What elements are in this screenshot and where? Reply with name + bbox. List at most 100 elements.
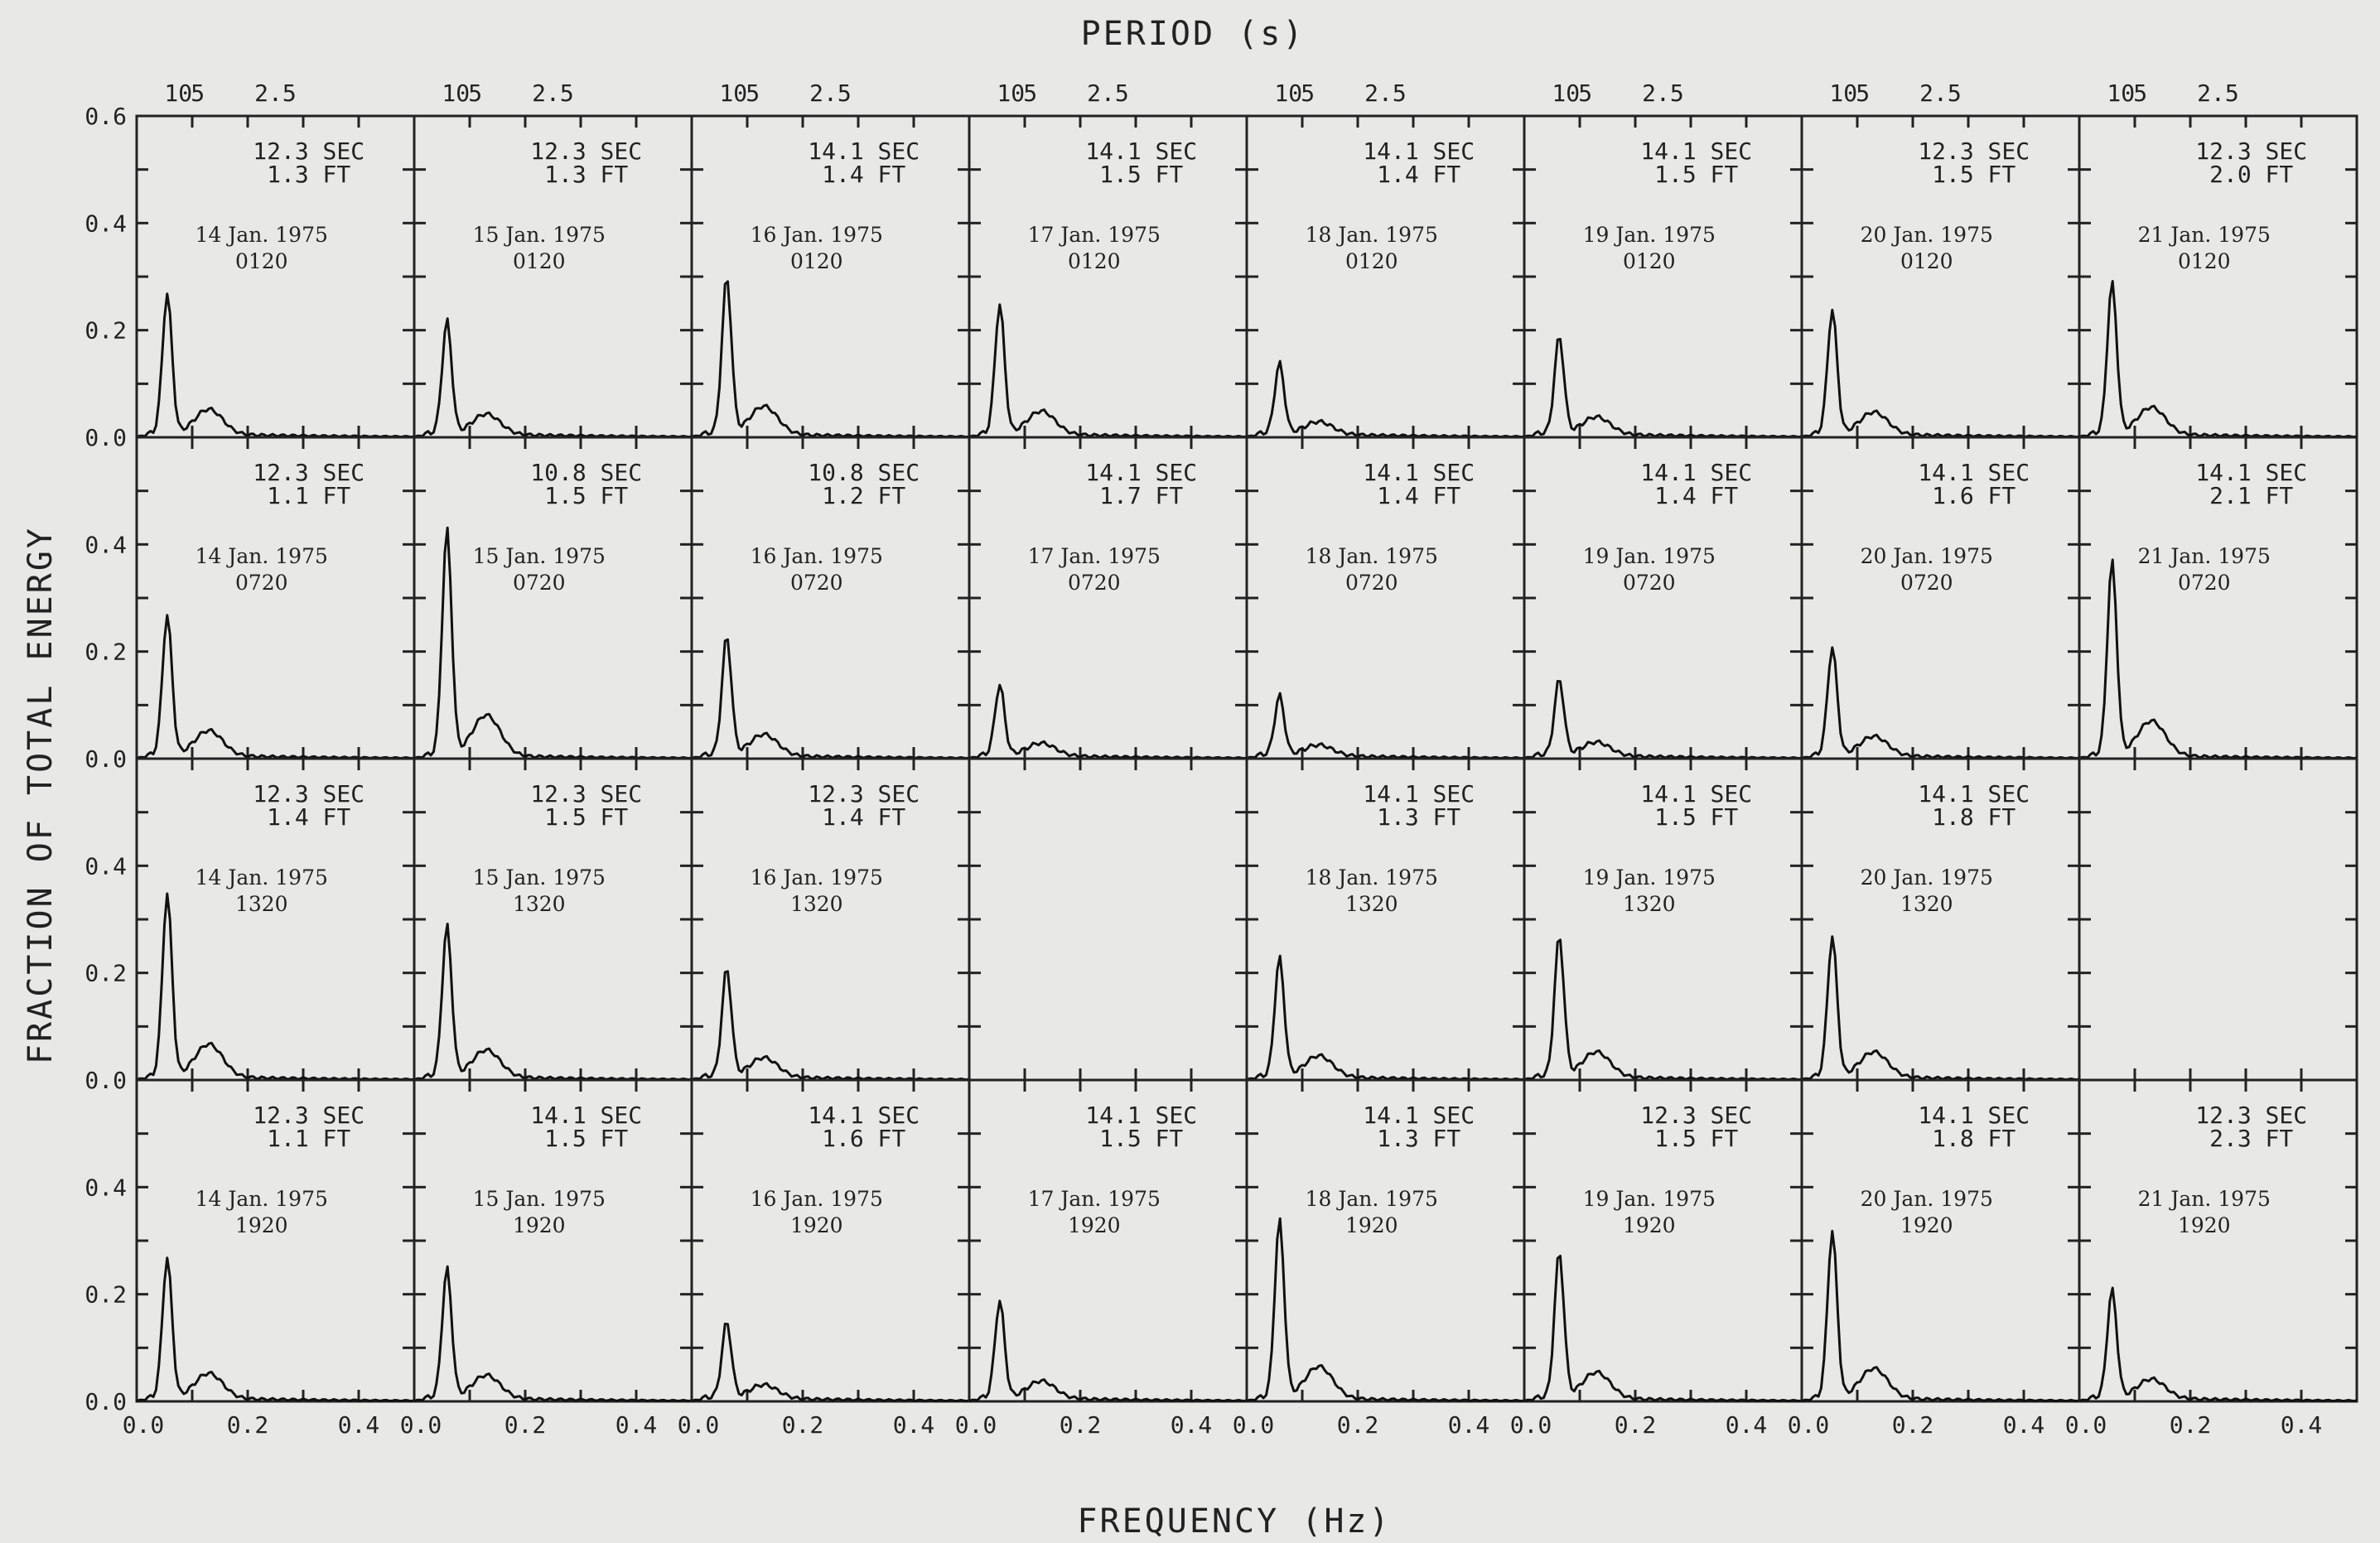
panel-date: 21 Jan. 1975 — [2138, 544, 2271, 568]
panel-time: 0120 — [790, 249, 843, 273]
panel-date: 14 Jan. 1975 — [196, 223, 328, 247]
frequency-tick-label: 0.4 — [2281, 1411, 2323, 1439]
energy-tick-label: 0.6 — [84, 103, 127, 130]
period-tick-label: 2.5 — [809, 80, 852, 107]
frequency-tick-label: 0.4 — [1448, 1411, 1490, 1439]
panel-date: 19 Jan. 1975 — [1583, 544, 1716, 568]
panel-time: 0120 — [1623, 249, 1676, 273]
panel-time: 1320 — [1900, 892, 1953, 916]
panel-wave-height: 1.5 FT — [1654, 161, 1738, 188]
panel-wave-height: 2.3 FT — [2209, 1125, 2293, 1152]
panel-date: 21 Jan. 1975 — [2138, 223, 2271, 247]
panel-time: 0720 — [1345, 571, 1398, 595]
panel-date: 18 Jan. 1975 — [1306, 544, 1438, 568]
panel-time: 1920 — [1623, 1213, 1676, 1237]
frequency-tick-label: 0.2 — [1060, 1411, 1102, 1439]
period-tick-label: 10 — [1552, 80, 1580, 107]
period-tick-label: 5 — [746, 80, 760, 107]
energy-tick-label: 0.0 — [84, 1388, 127, 1415]
spectrum-line — [1246, 692, 1525, 760]
spectrum-line — [2078, 1286, 2358, 1403]
panel-time: 1920 — [1345, 1213, 1398, 1237]
spectrum-line — [413, 317, 693, 439]
panel-frame — [968, 757, 1248, 1082]
period-tick-label: 5 — [468, 80, 482, 107]
period-tick-label: 2.5 — [1642, 80, 1684, 107]
panel-peak-period: 14.1 SEC — [1363, 459, 1475, 486]
panel-time: 0120 — [235, 249, 288, 273]
panel-peak-period: 12.3 SEC — [1918, 137, 2030, 165]
axis-labels: 105 2.5 105 2.5 105 2.5 105 2.5 105 2.5 105 2.5 105 2… — [84, 80, 2322, 1439]
panel-time: 0720 — [1900, 571, 1953, 595]
spectrum-line — [1246, 359, 1525, 439]
frequency-tick-label: 0.2 — [504, 1411, 547, 1439]
panel-peak-period: 10.8 SEC — [808, 459, 920, 486]
panel-wave-height: 1.7 FT — [1099, 482, 1183, 509]
spectrum-line — [691, 1323, 970, 1403]
panel-wave-height: 1.3 FT — [544, 161, 628, 188]
panel-date: 15 Jan. 1975 — [473, 544, 606, 568]
panel-peak-period: 14.1 SEC — [1363, 780, 1475, 808]
period-tick-label: 5 — [1578, 80, 1592, 107]
panel-date: 17 Jan. 1975 — [1028, 544, 1161, 568]
spectrum-line — [413, 1265, 693, 1403]
panel-peak-period: 14.1 SEC — [530, 1102, 642, 1129]
panel-wave-height: 1.5 FT — [544, 1125, 628, 1152]
panel-wave-height: 1.6 FT — [1932, 482, 2016, 509]
spectrum-line — [1523, 1255, 1803, 1403]
panel-wave-height: 1.8 FT — [1932, 1125, 2016, 1152]
panel-peak-period: 14.1 SEC — [1085, 137, 1197, 165]
panel-date: 20 Jan. 1975 — [1861, 223, 1993, 247]
frequency-tick-label: 0.0 — [955, 1411, 997, 1439]
energy-axis-title: FRACTION OF TOTAL ENERGY — [22, 526, 60, 1064]
frequency-tick-label: 0.2 — [1615, 1411, 1657, 1439]
panel-wave-height: 1.3 FT — [1377, 1125, 1460, 1152]
frequency-tick-label: 0.4 — [616, 1411, 658, 1439]
panel-date: 20 Jan. 1975 — [1861, 866, 1993, 890]
panel-date: 16 Jan. 1975 — [751, 223, 883, 247]
panel-date: 20 Jan. 1975 — [1861, 1187, 1993, 1211]
energy-tick-label: 0.2 — [84, 317, 127, 345]
panel-date: 18 Jan. 1975 — [1306, 866, 1438, 890]
panel-wave-height: 1.2 FT — [822, 482, 905, 509]
panel-wave-height: 2.1 FT — [2209, 482, 2293, 509]
period-tick-label: 2.5 — [2197, 80, 2239, 107]
energy-tick-label: 0.4 — [84, 1174, 127, 1201]
period-tick-label: 10 — [1829, 80, 1857, 107]
energy-tick-label: 0.2 — [84, 639, 127, 666]
energy-tick-label: 0.0 — [84, 745, 127, 773]
frequency-tick-label: 0.2 — [1337, 1411, 1379, 1439]
panel-peak-period: 12.3 SEC — [530, 780, 642, 808]
panel-date: 15 Jan. 1975 — [473, 866, 606, 890]
panel-peak-period: 12.3 SEC — [253, 459, 364, 486]
panel-time: 1320 — [235, 892, 288, 916]
panel-date: 17 Jan. 1975 — [1028, 223, 1161, 247]
panel-peak-period: 14.1 SEC — [1085, 1102, 1197, 1129]
panel-time: 0120 — [513, 249, 566, 273]
panel-peak-period: 14.1 SEC — [808, 1102, 920, 1129]
panel-time: 1920 — [1900, 1213, 1953, 1237]
panel-date: 19 Jan. 1975 — [1583, 223, 1716, 247]
period-axis-title: PERIOD (s) — [1081, 15, 1306, 53]
panel-date: 20 Jan. 1975 — [1861, 544, 1993, 568]
energy-tick-label: 0.0 — [84, 424, 127, 451]
panel-wave-height: 1.5 FT — [544, 803, 628, 831]
period-tick-label: 2.5 — [1087, 80, 1129, 107]
spectrum-line — [136, 614, 415, 760]
panel-wave-height: 1.4 FT — [1654, 482, 1738, 509]
period-tick-label: 2.5 — [1919, 80, 1962, 107]
panel-time: 1920 — [235, 1213, 288, 1237]
frequency-tick-label: 0.2 — [1892, 1411, 1934, 1439]
panel-peak-period: 14.1 SEC — [808, 137, 920, 165]
